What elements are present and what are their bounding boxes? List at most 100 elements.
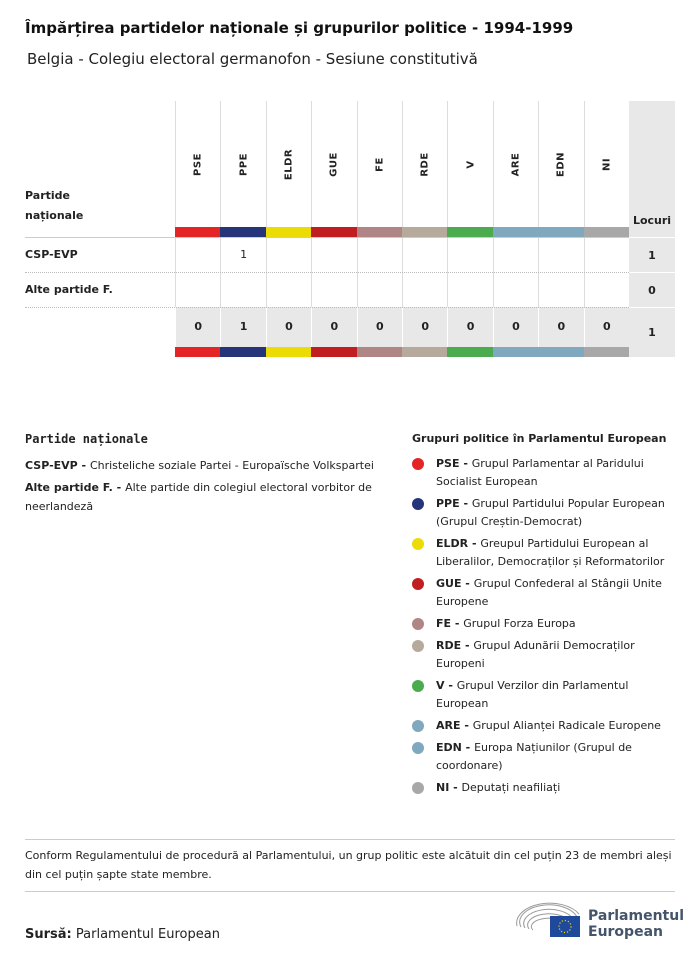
legend-text: Grupul Adunării Democraților Europeni (436, 639, 635, 670)
table-cell (311, 237, 356, 272)
group-color-dot-icon (412, 458, 424, 470)
group-color-dot-icon (412, 618, 424, 630)
legend-text: Grupul Alianței Radicale Europene (472, 719, 661, 732)
total-seats-cell: 1 (629, 307, 675, 357)
party-name: Alte partide din colegiul electoral vorb… (25, 481, 372, 513)
seats-cell: 0 (629, 272, 675, 307)
group-color-bar (583, 347, 629, 357)
row-header: Partide naționale (25, 189, 84, 222)
legend-text: Europa Națiunilor (Grupul de coordonare) (436, 741, 632, 772)
legend-text: Deputați neafiliați (461, 781, 561, 794)
group-color-dot-icon (412, 538, 424, 550)
logo-line1: Parlamentul (588, 908, 684, 924)
table-cell (220, 272, 265, 307)
group-color-dot-icon (412, 578, 424, 590)
legend-item: PSE - Grupul Parlamentar al Paridului So… (412, 455, 667, 491)
column-header-gue: GUE (311, 101, 356, 237)
column-header-label: V (465, 160, 477, 169)
total-cell: 0 (175, 307, 221, 347)
legend-abbr: PSE - (436, 457, 472, 470)
group-color-bar (265, 347, 312, 357)
table-cell (356, 272, 402, 307)
table-cell (583, 272, 629, 307)
legend-abbr: ELDR - (436, 537, 481, 550)
legend-abbr: FE - (436, 617, 464, 630)
group-color-bar (311, 227, 357, 237)
legend-abbr: RDE - (436, 639, 474, 652)
total-cell: 0 (447, 307, 493, 347)
column-header-label: NI (601, 157, 613, 172)
legend-text: Grupul Confederal al Stângii Unite Europ… (436, 577, 662, 608)
seats-header-cell: Locuri (629, 101, 675, 237)
column-header-ppe: PPE (220, 101, 265, 237)
legend-item: ARE - Grupul Alianței Radicale Europene (412, 717, 667, 735)
group-color-bar (402, 227, 448, 237)
national-heading: Partide naționale (25, 432, 148, 446)
column-header-rde: RDE (402, 101, 447, 237)
total-cell: 0 (402, 307, 448, 347)
group-color-bar (311, 347, 357, 357)
column-header-label: ARE (510, 152, 522, 177)
total-cell: 0 (311, 307, 357, 347)
column-header-eldr: ELDR (265, 101, 311, 237)
legend-item: PPE - Grupul Partidului Popular European… (412, 495, 667, 531)
party-abbr: Alte partide F. - (25, 481, 126, 494)
divider (25, 891, 675, 892)
legend-item: ELDR - Greupul Partidului European al Li… (412, 535, 667, 571)
column-header-label: FE (374, 157, 386, 172)
group-color-bar (538, 347, 584, 357)
group-color-bar (356, 347, 402, 357)
table-cell (583, 237, 629, 272)
parliament-hemicycle-icon (516, 902, 580, 937)
row-label: CSP-EVP (25, 248, 78, 261)
national-parties-section: Partide naționale CSP-EVP - Christeliche… (25, 432, 375, 519)
table-cell (492, 237, 538, 272)
page-title: Împărțirea partidelor naționale și grupu… (25, 19, 574, 37)
table-cell (265, 237, 311, 272)
group-color-bar (220, 347, 266, 357)
legend-heading: Grupuri politice în Parlamentul European (412, 432, 667, 445)
column-header-label: ELDR (283, 148, 295, 181)
logo-line2: European (588, 924, 663, 940)
total-cell: 0 (356, 307, 402, 347)
column-header-pse: PSE (175, 101, 220, 237)
table-cell (447, 272, 492, 307)
table-cell (265, 272, 311, 307)
legend-text: Grupul Forza Europa (463, 617, 576, 630)
legend-item: EDN - Europa Națiunilor (Grupul de coord… (412, 739, 667, 775)
column-header-label: PPE (238, 153, 250, 176)
legend-text: Greupul Partidului European al Liberalil… (436, 537, 665, 568)
column-header-fe: FE (356, 101, 402, 237)
table-cell: 1 (220, 237, 265, 272)
page-subtitle: Belgia - Colegiu electoral germanofon - … (27, 50, 478, 68)
column-header-label: GUE (328, 152, 340, 177)
row-label: Alte partide F. (25, 283, 113, 296)
total-cell: 0 (583, 307, 629, 347)
table-cell (492, 272, 538, 307)
column-header-v: V (447, 101, 492, 237)
group-color-bar (492, 227, 539, 237)
legend-abbr: GUE - (436, 577, 474, 590)
group-color-bar (175, 227, 221, 237)
group-color-dot-icon (412, 680, 424, 692)
group-color-bar (175, 347, 221, 357)
seats-cell: 1 (629, 237, 675, 272)
group-color-bar (583, 227, 629, 237)
source-line: Sursă: Parlamentul European (25, 927, 220, 942)
table-cell (356, 237, 402, 272)
total-cell: 1 (220, 307, 266, 347)
total-cell: 0 (492, 307, 539, 347)
note: Conform Regulamentului de procedură al P… (25, 849, 672, 881)
group-color-dot-icon (412, 742, 424, 754)
legend-abbr: ARE - (436, 719, 473, 732)
legend-text: Grupul Verzilor din Parlamentul European (436, 679, 629, 710)
group-color-bar (492, 347, 539, 357)
total-cell: 0 (265, 307, 312, 347)
column-header-edn: EDN (538, 101, 583, 237)
column-header-label: EDN (555, 151, 567, 178)
group-color-bar (220, 227, 266, 237)
legend-abbr: PPE - (436, 497, 472, 510)
source: Parlamentul European (75, 927, 220, 942)
column-header-ni: NI (583, 101, 629, 237)
group-color-dot-icon (412, 782, 424, 794)
